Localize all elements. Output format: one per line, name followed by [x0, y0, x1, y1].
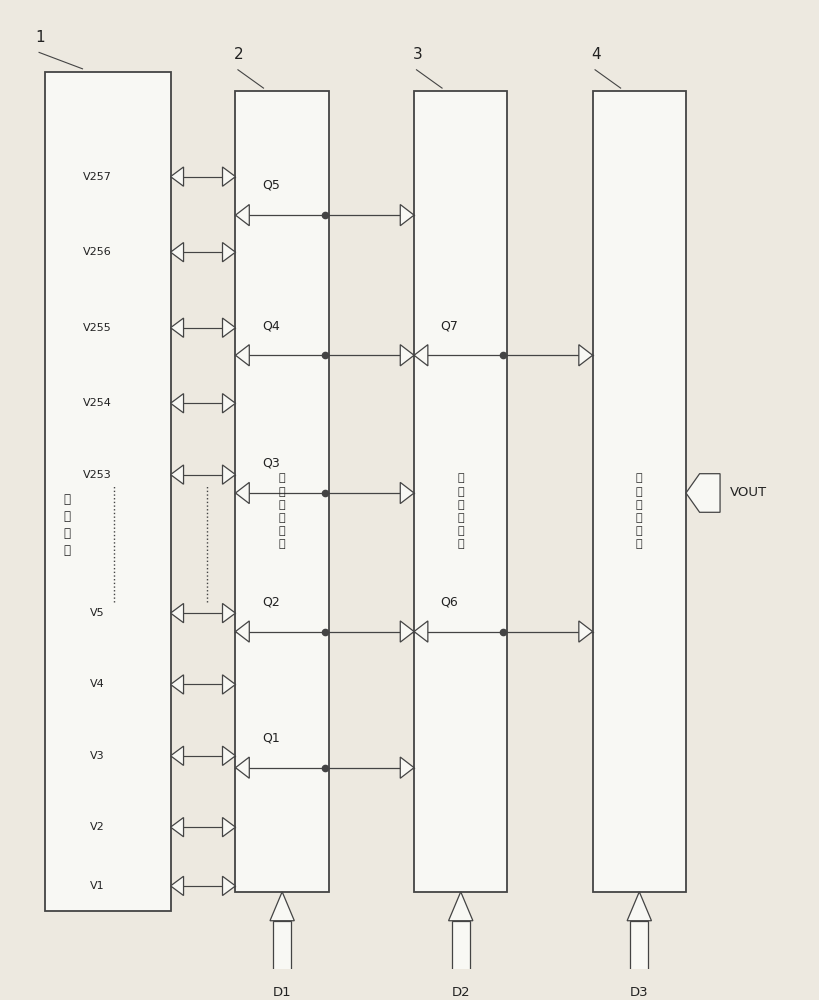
Polygon shape — [235, 345, 249, 366]
Polygon shape — [235, 757, 249, 778]
Polygon shape — [627, 892, 650, 921]
Polygon shape — [400, 345, 414, 366]
Text: V5: V5 — [90, 608, 105, 618]
Text: 分
压
单
元: 分 压 单 元 — [64, 493, 70, 557]
Text: Q1: Q1 — [262, 732, 279, 745]
FancyBboxPatch shape — [630, 921, 648, 977]
Text: V255: V255 — [83, 323, 112, 333]
FancyBboxPatch shape — [592, 91, 686, 892]
Text: 4: 4 — [590, 47, 600, 62]
Polygon shape — [170, 675, 183, 694]
Polygon shape — [222, 603, 235, 623]
Polygon shape — [170, 746, 183, 765]
Polygon shape — [222, 876, 235, 896]
Text: 第
三
分
段
单
元: 第 三 分 段 单 元 — [636, 473, 642, 549]
Polygon shape — [170, 465, 183, 484]
Polygon shape — [400, 205, 414, 226]
Polygon shape — [414, 621, 428, 642]
Polygon shape — [170, 817, 183, 837]
Polygon shape — [222, 465, 235, 484]
Polygon shape — [170, 394, 183, 413]
FancyBboxPatch shape — [451, 921, 469, 977]
Polygon shape — [400, 482, 414, 504]
Polygon shape — [235, 205, 249, 226]
Polygon shape — [170, 318, 183, 337]
Text: Q3: Q3 — [262, 457, 279, 470]
Polygon shape — [578, 621, 592, 642]
Polygon shape — [222, 675, 235, 694]
Text: V253: V253 — [83, 470, 112, 480]
Text: V1: V1 — [90, 881, 105, 891]
Polygon shape — [400, 621, 414, 642]
Text: V257: V257 — [83, 172, 112, 182]
Polygon shape — [170, 243, 183, 262]
Text: Q7: Q7 — [440, 319, 458, 332]
FancyBboxPatch shape — [45, 72, 170, 911]
Text: D1: D1 — [273, 986, 291, 999]
Polygon shape — [235, 482, 249, 504]
Polygon shape — [269, 892, 294, 921]
Text: D3: D3 — [629, 986, 648, 999]
Text: 1: 1 — [35, 30, 44, 45]
Text: V3: V3 — [90, 751, 105, 761]
Text: 2: 2 — [233, 47, 243, 62]
Polygon shape — [448, 892, 473, 921]
FancyBboxPatch shape — [414, 91, 507, 892]
FancyBboxPatch shape — [273, 921, 291, 977]
Polygon shape — [222, 817, 235, 837]
Polygon shape — [222, 243, 235, 262]
Text: 第
二
分
段
单
元: 第 二 分 段 单 元 — [457, 473, 464, 549]
Text: V254: V254 — [83, 398, 112, 408]
Polygon shape — [170, 167, 183, 186]
Polygon shape — [235, 621, 249, 642]
Text: 3: 3 — [412, 47, 422, 62]
Polygon shape — [170, 876, 183, 896]
Text: Q6: Q6 — [440, 595, 458, 608]
Polygon shape — [170, 603, 183, 623]
Text: V2: V2 — [90, 822, 105, 832]
Text: D2: D2 — [451, 986, 469, 999]
Polygon shape — [222, 167, 235, 186]
Polygon shape — [578, 345, 592, 366]
FancyBboxPatch shape — [235, 91, 328, 892]
Text: V256: V256 — [83, 247, 112, 257]
Text: Q2: Q2 — [262, 595, 279, 608]
Text: VOUT: VOUT — [729, 486, 766, 499]
Polygon shape — [222, 394, 235, 413]
Text: Q4: Q4 — [262, 319, 279, 332]
Polygon shape — [400, 757, 414, 778]
Polygon shape — [222, 318, 235, 337]
Polygon shape — [414, 345, 428, 366]
Polygon shape — [686, 474, 719, 512]
Text: V4: V4 — [90, 679, 105, 689]
Text: 第
一
分
段
单
元: 第 一 分 段 单 元 — [278, 473, 285, 549]
Polygon shape — [222, 746, 235, 765]
Text: Q5: Q5 — [262, 179, 279, 192]
